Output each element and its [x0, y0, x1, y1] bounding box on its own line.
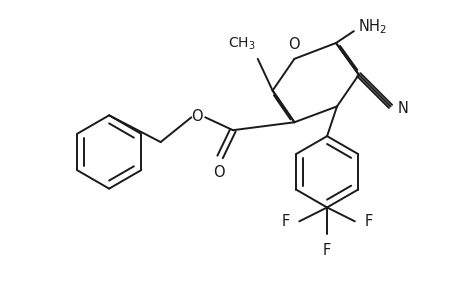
Text: O: O	[213, 165, 224, 180]
Text: O: O	[288, 37, 300, 52]
Text: F: F	[364, 214, 372, 229]
Text: CH$_3$: CH$_3$	[228, 35, 255, 52]
Text: F: F	[322, 243, 330, 258]
Text: N: N	[397, 101, 408, 116]
Text: O: O	[191, 109, 203, 124]
Text: NH$_2$: NH$_2$	[357, 17, 386, 35]
Text: F: F	[280, 214, 289, 229]
